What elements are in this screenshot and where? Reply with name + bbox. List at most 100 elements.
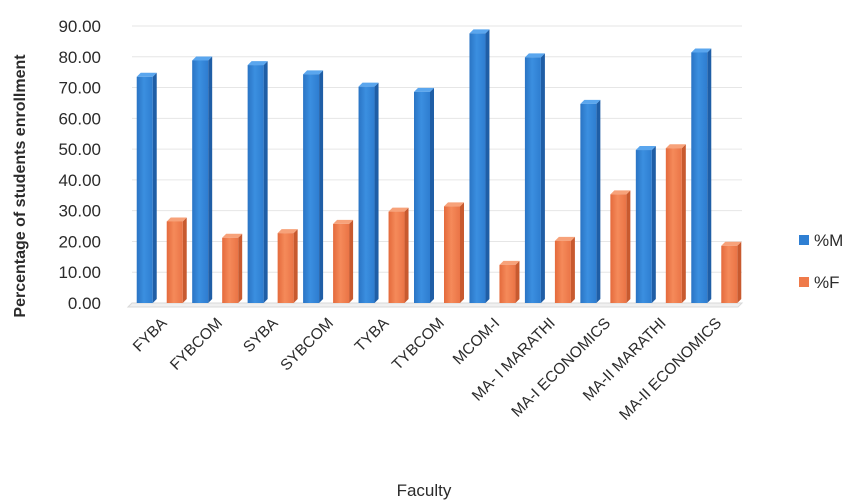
- bar-top: [358, 82, 379, 87]
- x-tick-label: SYBCOM: [277, 315, 337, 375]
- bar-side: [293, 229, 298, 303]
- bar-side: [349, 219, 354, 303]
- bar-m-10: [691, 48, 712, 303]
- bar-front: [388, 211, 405, 303]
- bar-side: [515, 260, 520, 303]
- bar-front: [192, 60, 209, 303]
- bar-m-4: [358, 82, 379, 303]
- bar-side: [208, 56, 213, 303]
- bar-front: [444, 206, 460, 303]
- x-tick-label: FYBCOM: [167, 315, 226, 374]
- bar-side: [681, 144, 686, 303]
- bar-m-1: [192, 56, 213, 303]
- bar-front: [247, 65, 264, 304]
- x-tick-label: SYBA: [240, 314, 282, 356]
- y-tick-label: 40.00: [58, 171, 101, 190]
- bar-front: [136, 76, 153, 304]
- bar-side: [182, 217, 187, 303]
- bar-top: [136, 72, 157, 77]
- bar-top: [444, 202, 464, 207]
- bar-side: [460, 202, 464, 303]
- bar-top: [721, 241, 742, 246]
- x-tick-label: TYBA: [352, 314, 393, 355]
- bar-front: [721, 245, 738, 303]
- bar-top: [192, 56, 213, 61]
- y-tick-label: 80.00: [58, 48, 101, 67]
- bar-front: [580, 103, 597, 304]
- bar-side: [485, 29, 490, 304]
- bar-m-8: [580, 99, 601, 304]
- bar-top: [524, 53, 545, 58]
- bar-f-2: [277, 229, 298, 303]
- bar-front: [554, 240, 571, 303]
- legend-label-f: %F: [814, 273, 840, 292]
- bar-top: [610, 190, 631, 195]
- x-tick-label: TYBCOM: [389, 315, 448, 374]
- bar-side: [430, 87, 434, 303]
- x-tick-label: MA-I ECONOMICS: [508, 315, 614, 421]
- bar-top: [333, 219, 354, 224]
- x-tick-label: FYBA: [130, 314, 171, 355]
- bars: [136, 29, 742, 304]
- bar-front: [691, 52, 708, 303]
- bar-top: [247, 61, 268, 66]
- bar-f-9: [665, 144, 686, 303]
- y-tick-label: 50.00: [58, 140, 101, 159]
- x-tick-label: MA-II ECONOMICS: [616, 315, 725, 424]
- bar-f-7: [554, 236, 575, 303]
- bar-side: [152, 72, 157, 304]
- axes: [126, 302, 744, 308]
- bar-top: [414, 87, 434, 92]
- bar-f-1: [222, 233, 243, 303]
- bar-f-5: [444, 202, 464, 303]
- bar-m-0: [136, 72, 157, 304]
- y-tick-label: 70.00: [58, 79, 101, 98]
- bar-side: [263, 61, 268, 304]
- bar-top: [635, 146, 656, 151]
- bar-top: [388, 207, 409, 212]
- bar-m-5: [414, 87, 434, 303]
- bar-front: [499, 264, 516, 303]
- bar-front: [222, 237, 239, 303]
- bar-top: [580, 99, 601, 104]
- bar-m-7: [524, 53, 545, 303]
- x-axis-title: Faculty: [397, 481, 452, 500]
- legend-swatch-f: [799, 277, 809, 287]
- y-tick-label: 10.00: [58, 263, 101, 282]
- x-axis-floor: [126, 302, 744, 308]
- legend-label-m: %M: [814, 231, 843, 250]
- bar-side: [540, 53, 545, 303]
- bar-top: [665, 144, 686, 149]
- bar-front: [665, 148, 682, 303]
- bar-top: [469, 29, 490, 34]
- bar-top: [691, 48, 712, 53]
- bar-front: [358, 86, 375, 303]
- bar-m-2: [247, 61, 268, 304]
- bar-side: [238, 233, 243, 303]
- bar-top: [166, 217, 187, 222]
- legend-swatch-m: [799, 235, 809, 245]
- bar-f-6: [499, 260, 520, 303]
- bar-side: [570, 236, 575, 303]
- bar-side: [404, 207, 409, 303]
- x-tick-label: MCOM-I: [450, 315, 503, 368]
- bar-side: [737, 241, 742, 303]
- bar-side: [596, 99, 601, 304]
- y-tick-label: 30.00: [58, 202, 101, 221]
- bar-side: [626, 190, 631, 303]
- bar-f-8: [610, 190, 631, 303]
- bar-front: [635, 150, 652, 303]
- y-tick-label: 0.00: [68, 294, 101, 313]
- bar-side: [319, 70, 324, 304]
- y-tick-label: 60.00: [58, 109, 101, 128]
- bar-f-3: [333, 219, 354, 303]
- bar-front: [166, 221, 183, 303]
- bar-front: [469, 33, 486, 304]
- bar-front: [333, 223, 350, 303]
- bar-m-6: [469, 29, 490, 304]
- y-tick-label: 20.00: [58, 232, 101, 251]
- bar-top: [277, 229, 298, 234]
- bar-front: [303, 74, 320, 304]
